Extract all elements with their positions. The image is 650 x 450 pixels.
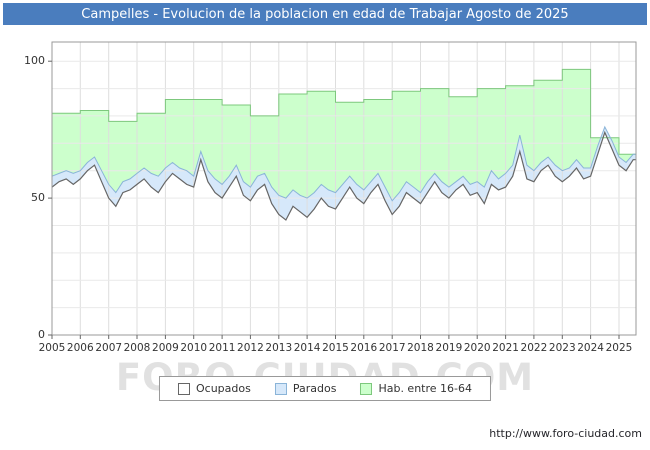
svg-text:2007: 2007 <box>95 342 122 354</box>
svg-text:2014: 2014 <box>294 342 321 354</box>
legend-item-hab-16-64: Hab. entre 16-64 <box>360 382 472 395</box>
legend: Ocupados Parados Hab. entre 16-64 <box>158 376 492 401</box>
legend-label-ocupados: Ocupados <box>195 382 251 395</box>
svg-text:2022: 2022 <box>521 342 548 354</box>
foro-ciudad-link[interactable]: http://www.foro-ciudad.com <box>489 427 642 440</box>
svg-text:2009: 2009 <box>152 342 179 354</box>
legend-item-ocupados: Ocupados <box>177 382 251 395</box>
svg-text:2008: 2008 <box>124 342 151 354</box>
svg-text:0: 0 <box>38 328 45 341</box>
svg-text:2024: 2024 <box>577 342 604 354</box>
svg-text:50: 50 <box>31 191 45 204</box>
svg-text:2015: 2015 <box>322 342 349 354</box>
title-bar: Campelles - Evolucion de la poblacion en… <box>3 3 647 25</box>
hab-16-64-swatch-icon <box>360 382 373 395</box>
svg-text:2016: 2016 <box>350 342 377 354</box>
legend-label-parados: Parados <box>292 382 337 395</box>
legend-label-hab-16-64: Hab. entre 16-64 <box>378 382 473 395</box>
svg-text:2005: 2005 <box>39 342 66 354</box>
svg-text:2020: 2020 <box>464 342 491 354</box>
svg-text:2012: 2012 <box>237 342 264 354</box>
chart-area: 0 50 100 2005 2006 2007 2008 2009 2010 2011 2012 20… <box>0 30 650 370</box>
svg-text:2011: 2011 <box>209 342 236 354</box>
svg-text:2025: 2025 <box>606 342 633 354</box>
svg-text:2023: 2023 <box>549 342 576 354</box>
svg-text:2010: 2010 <box>180 342 207 354</box>
svg-text:2018: 2018 <box>407 342 434 354</box>
legend-item-parados: Parados <box>274 382 337 395</box>
svg-text:2019: 2019 <box>436 342 463 354</box>
svg-text:2017: 2017 <box>379 342 406 354</box>
ocupados-swatch-icon <box>177 382 190 395</box>
svg-text:2006: 2006 <box>67 342 94 354</box>
svg-text:2021: 2021 <box>492 342 519 354</box>
svg-text:2013: 2013 <box>265 342 292 354</box>
parados-swatch-icon <box>274 382 287 395</box>
svg-text:100: 100 <box>24 54 45 67</box>
chart-title: Campelles - Evolucion de la poblacion en… <box>81 6 569 22</box>
